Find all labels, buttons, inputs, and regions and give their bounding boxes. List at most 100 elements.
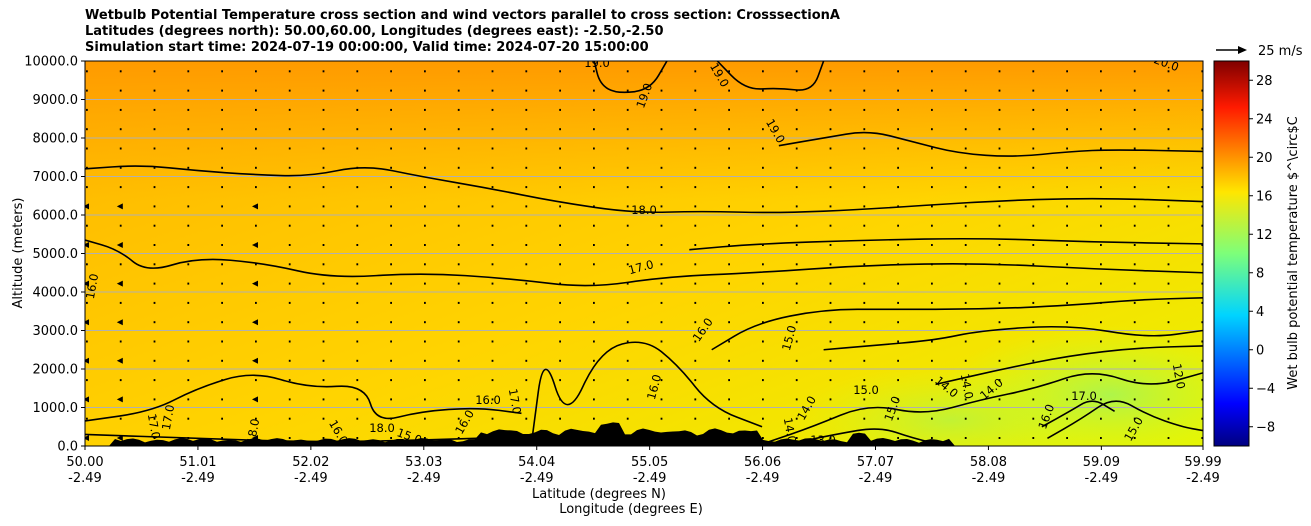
wind-vector [356, 108, 359, 111]
wind-vector [829, 89, 832, 92]
wind-vector [660, 321, 663, 324]
wind-vector [998, 359, 1001, 362]
wind-vector [491, 224, 494, 227]
wind-vector [424, 398, 426, 401]
wind-vector [424, 379, 426, 382]
wind-vector [998, 379, 1001, 382]
wind-vector [252, 396, 258, 403]
wind-vector [390, 108, 392, 111]
wind-vector [457, 437, 460, 439]
wind-vector [931, 147, 933, 150]
wind-vector [559, 244, 561, 246]
wind-vector [863, 340, 866, 343]
wind-vector [694, 147, 697, 150]
wind-vector [221, 301, 223, 304]
wind-vector [288, 108, 291, 111]
wind-vector [255, 108, 257, 111]
wind-vector [390, 70, 392, 73]
wind-vector [863, 398, 866, 401]
chart-title: Wetbulb Potential Temperature cross sect… [85, 8, 840, 56]
wind-vector [694, 70, 697, 73]
wind-vector [86, 186, 88, 189]
wind-vector [998, 224, 1001, 227]
wind-vector [931, 244, 933, 246]
wind-vector [390, 398, 392, 401]
colorbar-ticks: −8 −4 0 4 8 12 16 20 24 28 [1249, 74, 1275, 435]
wind-vector [255, 147, 257, 150]
wind-vector [728, 340, 730, 343]
contour-label: 14.0 [958, 372, 976, 400]
wind-vector [964, 321, 967, 324]
wind-vector [829, 321, 832, 324]
wind-vector [998, 340, 1001, 343]
contour-label: 17.0 [1071, 389, 1097, 403]
wind-vector [457, 282, 460, 285]
wind-vector [728, 301, 730, 304]
wind-vector [85, 319, 89, 326]
wind-vector [1167, 301, 1170, 304]
wind-vector [491, 205, 494, 208]
wind-vector [897, 147, 899, 150]
wind-vector [85, 203, 89, 210]
wind-vector [1133, 340, 1136, 343]
contour-label: 15.0 [779, 324, 799, 352]
y-tick-label: 9000.0 [33, 93, 79, 108]
wind-vector [626, 205, 629, 208]
wind-vector [795, 398, 798, 401]
wind-vector [322, 359, 325, 362]
colorbar: −8 −4 0 4 8 12 16 20 24 28 Wet bulb potential tem… [1213, 60, 1301, 447]
colorbar-tick-label: −4 [1256, 382, 1275, 397]
wind-vector [424, 301, 426, 304]
wind-vector [390, 321, 392, 324]
wind-vector [86, 166, 88, 169]
wind-vector [1167, 398, 1170, 401]
wind-vector [1201, 244, 1203, 246]
wind-vector [829, 70, 832, 73]
contour-label: 17.0 [506, 387, 524, 415]
wind-vector [931, 263, 933, 266]
wind-vector [457, 166, 460, 169]
colorbar-label: Wet bulb potential temperature $^\circ$C [1286, 116, 1301, 389]
wind-vector [660, 340, 663, 343]
wind-vector [1167, 205, 1170, 208]
wind-vector [829, 437, 832, 439]
wind-vector [322, 282, 325, 285]
wind-vector [728, 186, 730, 189]
wind-vector [660, 282, 663, 285]
colorbar-tick-label: 8 [1256, 266, 1264, 281]
wind-vector [390, 186, 392, 189]
wind-vector [1066, 89, 1068, 92]
wind-vector [863, 166, 866, 169]
wind-vector [1066, 205, 1068, 208]
wind-vector [322, 166, 325, 169]
wind-vector [998, 108, 1001, 111]
wind-vector [255, 166, 257, 169]
wind-vector [795, 417, 798, 420]
wind-vector [559, 321, 561, 324]
wind-vector [322, 186, 325, 189]
wind-vector [931, 166, 933, 169]
wind-vector [252, 280, 258, 287]
wind-vector [762, 398, 764, 401]
x-tick-label-lon: -2.49 [1085, 471, 1119, 486]
wind-vector [322, 205, 325, 208]
wind-vector [897, 301, 899, 304]
wind-vector [559, 108, 561, 111]
wind-vector [998, 205, 1001, 208]
wind-vector [187, 379, 190, 382]
wind-vector [1100, 108, 1102, 111]
wind-vector [255, 417, 257, 420]
wind-vector [424, 166, 426, 169]
wind-vector [491, 359, 494, 362]
wind-vector [491, 147, 494, 150]
wind-vector [795, 321, 798, 324]
x-tick-label-lat: 53.03 [405, 455, 442, 470]
wind-vector [1100, 186, 1102, 189]
wind-vector [863, 321, 866, 324]
wind-vector [593, 379, 595, 382]
wind-vector [964, 224, 967, 227]
wind-vector [1167, 128, 1170, 131]
wind-vector [322, 263, 325, 266]
wind-vector [288, 70, 291, 73]
